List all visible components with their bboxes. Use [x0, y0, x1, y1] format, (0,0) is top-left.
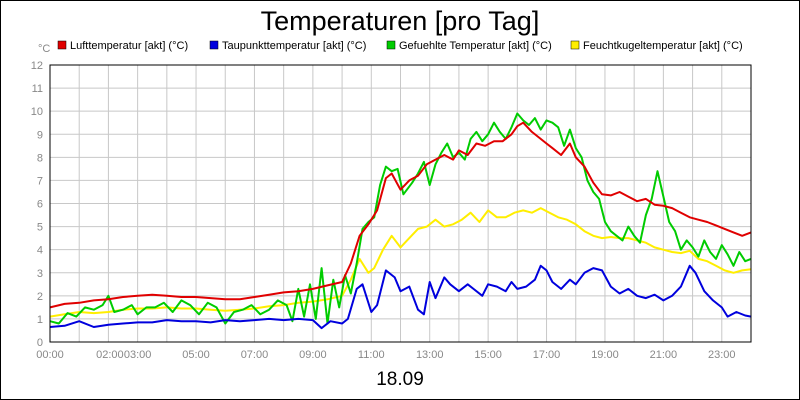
- y-tick-label: 3: [37, 268, 43, 280]
- y-unit-label: °C: [38, 43, 50, 55]
- chart-title: Temperaturen [pro Tag]: [261, 6, 540, 36]
- legend-label: Taupunkttemperatur [akt] (°C): [222, 40, 366, 52]
- x-tick-label: 21:00: [650, 349, 678, 361]
- legend-item: Feuchtkugeltemperatur [akt] (°C): [570, 40, 743, 52]
- y-tick-label: 8: [37, 152, 43, 164]
- legend-item: Lufttemperatur [akt] (°C): [57, 40, 188, 52]
- date-label: 18.09: [376, 369, 424, 390]
- x-tick-label: 05:00: [182, 349, 210, 361]
- y-tick-label: 5: [37, 222, 43, 234]
- legend-swatch: [57, 40, 67, 50]
- x-tick-label: 09:00: [299, 349, 327, 361]
- y-tick-label: 12: [31, 60, 43, 72]
- x-tick-label: 15:00: [474, 349, 502, 361]
- legend-label: Gefuehlte Temperatur [akt] (°C): [399, 40, 552, 52]
- y-tick-label: 6: [37, 199, 43, 211]
- x-tick-label: 19:00: [591, 349, 619, 361]
- legend-label: Feuchtkugeltemperatur [akt] (°C): [583, 40, 743, 52]
- y-tick-label: 11: [32, 83, 43, 95]
- x-tick-label: 23:00: [708, 349, 736, 361]
- series-line: [49, 121, 752, 309]
- series-line: [49, 207, 752, 318]
- x-tick-label: 07:00: [241, 349, 269, 361]
- legend-item: Taupunkttemperatur [akt] (°C): [209, 40, 366, 52]
- y-tick-label: 0: [37, 337, 43, 349]
- legend-label: Lufttemperatur [akt] (°C): [70, 40, 188, 52]
- y-tick-label: 4: [37, 245, 43, 257]
- legend-swatch: [386, 40, 396, 50]
- x-axis-ticks: 00:00 02:00 03:00 05:00 07:00 09:00 11:00 13:00…: [36, 349, 735, 361]
- y-tick-label: 10: [31, 106, 43, 118]
- legend: Lufttemperatur [akt] (°C) Taupunkttempera…: [57, 40, 743, 52]
- y-tick-label: 9: [37, 129, 43, 141]
- plot-lines: [49, 112, 752, 330]
- x-tick-label: 17:00: [533, 349, 561, 361]
- legend-swatch: [209, 40, 219, 50]
- x-tick-label: 03:00: [124, 349, 152, 361]
- series-line: [49, 264, 752, 330]
- x-tick-label: 00:00: [36, 349, 64, 361]
- y-tick-label: 2: [37, 291, 43, 303]
- plot-area: [49, 64, 752, 343]
- x-tick-label: 02:00: [96, 349, 124, 361]
- y-tick-label: 7: [37, 175, 43, 187]
- grid: [50, 64, 751, 343]
- x-tick-label: 11:00: [358, 349, 385, 361]
- y-tick-label: 1: [37, 314, 43, 326]
- x-tick-label: 13:00: [416, 349, 444, 361]
- legend-item: Gefuehlte Temperatur [akt] (°C): [386, 40, 552, 52]
- legend-swatch: [570, 40, 580, 50]
